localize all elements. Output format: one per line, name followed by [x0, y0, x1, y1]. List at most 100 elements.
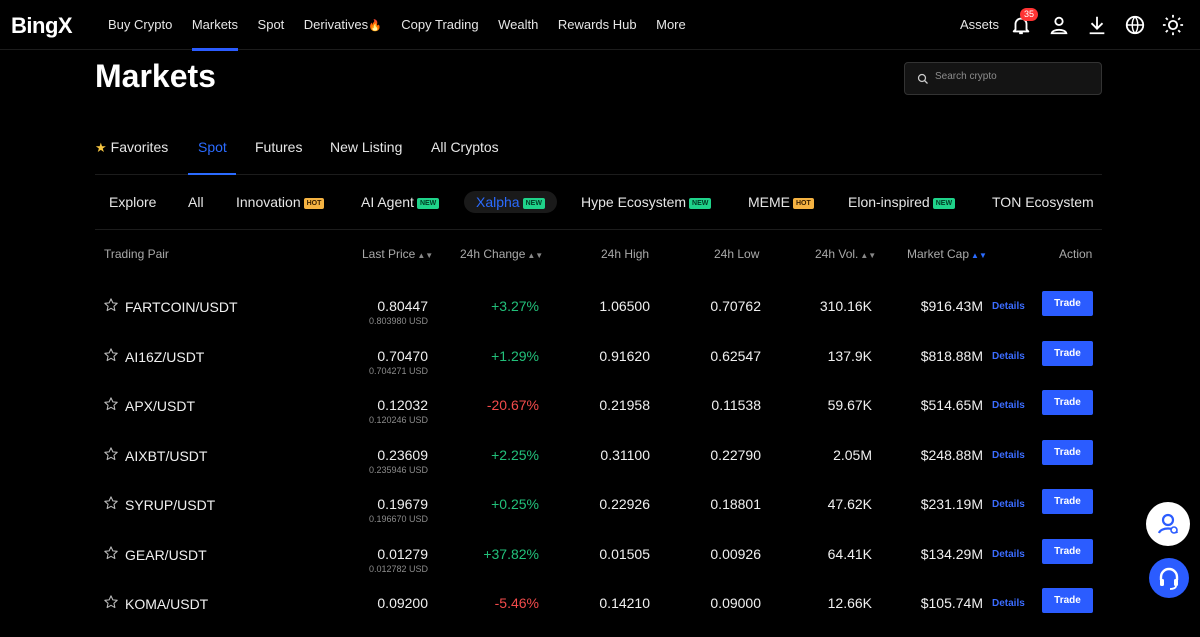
star-icon[interactable]: [103, 297, 119, 313]
trading-pair[interactable]: AI16Z/USDT: [125, 348, 205, 365]
table-row[interactable]: APX/USDT 0.12032 0.120246 USD -20.67% 0.2195…: [95, 389, 1102, 439]
nav-wealth[interactable]: Wealth: [498, 17, 539, 32]
subtab-xalpha[interactable]: Xalpha NEW: [464, 191, 557, 213]
last-price-usd: 0.196670 USD: [368, 514, 428, 524]
trade-button[interactable]: Trade: [1042, 439, 1093, 465]
24h-volume: 2.05M: [833, 446, 872, 463]
nav-rewards-hub[interactable]: Rewards Hub: [557, 17, 637, 32]
details-link[interactable]: Details: [992, 350, 1025, 362]
subtab-explore[interactable]: Explore: [109, 194, 157, 210]
subtab-ton-ecosystem[interactable]: TON Ecosystem: [992, 194, 1094, 210]
market-type-tabs: ★ Favorites Spot Futures New Listing All …: [95, 125, 1102, 175]
subtab-hype-label: Hype Ecosystem: [581, 194, 687, 210]
subtab-meme[interactable]: MEME HOT: [748, 191, 814, 213]
trading-pair[interactable]: KOMA/USDT: [125, 596, 209, 612]
hot-badge: HOT: [793, 198, 814, 209]
subtab-hype-ecosystem[interactable]: Hype Ecosystem NEW: [581, 191, 712, 213]
tab-spot[interactable]: Spot: [198, 139, 227, 155]
24h-volume: 310.16K: [819, 298, 872, 314]
page-title: Markets: [95, 58, 216, 94]
details-link[interactable]: Details: [992, 598, 1025, 609]
last-price-usd: 0.704271 USD: [368, 365, 428, 376]
header-24h-change[interactable]: 24h Change ▲▼: [460, 247, 543, 261]
last-price: 0.80447: [377, 298, 428, 314]
star-icon[interactable]: [103, 396, 119, 412]
trade-button[interactable]: Trade: [1042, 390, 1093, 415]
header-market-cap[interactable]: Market Cap ▲▼: [907, 247, 987, 261]
trading-pair[interactable]: APX/USDT: [125, 398, 196, 414]
search-icon: [917, 73, 928, 84]
details-link[interactable]: Details: [992, 499, 1025, 510]
trade-button[interactable]: Trade: [1042, 588, 1093, 613]
header-change-label: 24h Change: [460, 247, 526, 261]
market-cap: $231.19M: [920, 496, 983, 512]
nav-markets[interactable]: Markets: [191, 0, 239, 51]
trading-pair[interactable]: AIXBT/USDT: [125, 447, 208, 464]
main-nav: Buy Crypto Markets Spot Derivatives🔥 Cop…: [108, 0, 705, 51]
trade-button[interactable]: Trade: [1042, 538, 1093, 564]
agent-icon: [1157, 513, 1179, 534]
subtab-elon-inspired[interactable]: Elon-inspired NEW: [848, 191, 956, 213]
24h-high: 0.31100: [600, 446, 650, 463]
trading-pair[interactable]: FARTCOIN/USDT: [125, 299, 238, 315]
trade-button[interactable]: Trade: [1042, 489, 1093, 514]
ai-assistant-button[interactable]: [1146, 502, 1190, 546]
star-icon[interactable]: [103, 545, 119, 561]
nav-buy-crypto[interactable]: Buy Crypto: [108, 17, 173, 32]
subtab-innovation[interactable]: Innovation HOT: [236, 191, 325, 213]
assets-link[interactable]: Assets: [960, 17, 1000, 32]
24h-high: 1.06500: [599, 298, 650, 314]
trade-button[interactable]: Trade: [1042, 291, 1093, 316]
table-row[interactable]: AI16Z/USDT 0.70470 0.704271 USD +1.29% 0.916…: [95, 340, 1102, 390]
nav-more[interactable]: More: [656, 17, 686, 32]
header-24h-high: 24h High: [601, 247, 650, 261]
tab-favorites[interactable]: ★ Favorites: [95, 139, 168, 156]
details-link[interactable]: Details: [992, 449, 1025, 461]
sun-icon[interactable]: [1162, 14, 1184, 36]
details-link[interactable]: Details: [992, 400, 1025, 411]
new-badge: NEW: [932, 198, 956, 209]
subtab-ai-agent[interactable]: AI Agent NEW: [361, 191, 440, 213]
tab-all-cryptos[interactable]: All Cryptos: [431, 139, 499, 155]
search-input[interactable]: [935, 71, 1095, 82]
subtab-all[interactable]: All: [188, 194, 204, 210]
table-row[interactable]: SYRUP/USDT 0.19679 0.196670 USD +0.25% 0.229…: [95, 488, 1102, 538]
24h-change: +0.25%: [491, 496, 539, 512]
download-icon[interactable]: [1086, 14, 1108, 36]
trading-pair[interactable]: GEAR/USDT: [125, 546, 207, 563]
subtab-meme-label: MEME: [748, 194, 790, 210]
nav-copy-trading[interactable]: Copy Trading: [401, 17, 479, 32]
bingx-logo[interactable]: BingX: [11, 13, 73, 38]
star-icon[interactable]: [103, 347, 119, 363]
star-filled-icon: ★: [95, 140, 107, 155]
24h-low: 0.00926: [710, 545, 761, 562]
trading-pair[interactable]: SYRUP/USDT: [125, 497, 216, 513]
star-icon[interactable]: [103, 495, 119, 511]
support-button[interactable]: [1149, 558, 1189, 598]
24h-change: +1.29%: [491, 347, 539, 364]
table-row[interactable]: GEAR/USDT 0.01279 0.012782 USD +37.82% 0.015…: [95, 538, 1102, 588]
table-row[interactable]: AIXBT/USDT 0.23609 0.235946 USD +2.25% 0.311…: [95, 439, 1102, 489]
sort-icon: ▲▼: [527, 251, 544, 260]
24h-low: 0.70762: [710, 298, 761, 314]
header-last-price[interactable]: Last Price ▲▼: [362, 247, 433, 261]
tab-new-listing[interactable]: New Listing: [330, 139, 403, 155]
last-price-usd: 0.803980 USD: [368, 316, 428, 326]
user-icon[interactable]: [1048, 14, 1070, 36]
globe-icon[interactable]: [1124, 14, 1146, 36]
table-row[interactable]: FARTCOIN/USDT 0.80447 0.803980 USD +3.27% 1.…: [95, 290, 1102, 340]
nav-derivatives[interactable]: Derivatives🔥: [304, 0, 382, 50]
tab-futures[interactable]: Futures: [255, 139, 303, 155]
header-last-price-label: Last Price: [362, 247, 416, 261]
header-action: Action: [1059, 247, 1093, 261]
details-link[interactable]: Details: [992, 548, 1025, 560]
star-icon[interactable]: [103, 594, 119, 610]
header-24h-volume[interactable]: 24h Vol. ▲▼: [815, 247, 876, 261]
nav-spot[interactable]: Spot: [257, 17, 285, 32]
24h-low: 0.09000: [710, 595, 761, 611]
search-box[interactable]: [904, 62, 1102, 95]
star-icon[interactable]: [103, 446, 119, 462]
trade-button[interactable]: Trade: [1042, 340, 1093, 366]
details-link[interactable]: Details: [992, 301, 1025, 312]
table-row[interactable]: KOMA/USDT 0.09200 -5.46% 0.14210 0.09000 12.6…: [95, 587, 1102, 637]
